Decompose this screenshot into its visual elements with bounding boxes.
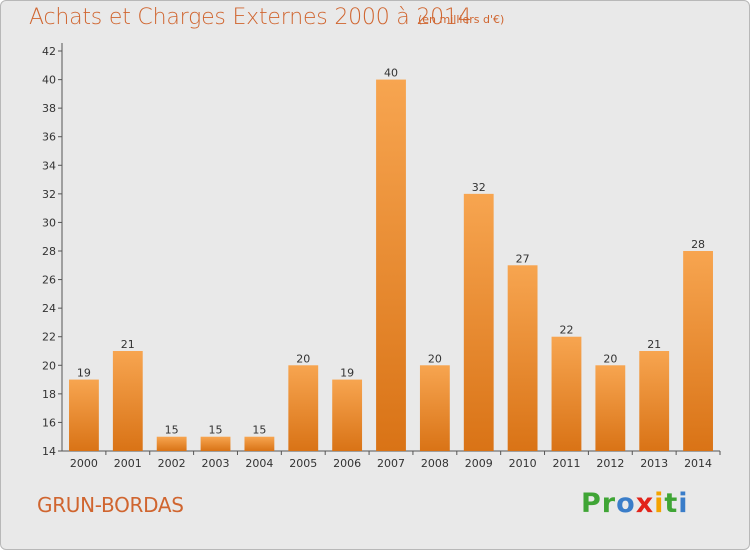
y-tick-label: 28: [42, 245, 56, 258]
value-label-2009: 32: [472, 181, 486, 194]
value-label-2006: 19: [340, 367, 354, 380]
value-label-2007: 40: [384, 67, 398, 80]
y-tick-label: 16: [42, 416, 56, 429]
chart-bars: [69, 79, 713, 452]
y-tick-label: 20: [42, 359, 56, 372]
x-tick-label-2005: 2005: [289, 457, 317, 470]
x-tick-label-2007: 2007: [377, 457, 405, 470]
value-label-2003: 15: [209, 424, 223, 437]
value-label-2002: 15: [165, 424, 179, 437]
proxiti-logo: Proxiti: [581, 488, 689, 519]
y-tick-label: 14: [42, 445, 56, 458]
x-tick-label-2011: 2011: [552, 457, 580, 470]
value-label-2005: 20: [296, 352, 310, 365]
x-tick-label-2009: 2009: [465, 457, 493, 470]
chart-axes: 14 16 18 20 22 24 26 28 30 32 34 36 38 40 42 2000 2001 20…: [42, 43, 721, 470]
chart-title: Achats et Charges Externes 2000 à 2014: [29, 5, 472, 30]
bar-2007: [376, 79, 406, 452]
bar-2006: [332, 379, 363, 451]
logo-letter: o: [616, 488, 636, 519]
y-tick-label: 42: [42, 45, 56, 58]
chart-value-labels: 19 21 15 15 15 20 19 40 20 32 27 22 20 21 28: [77, 67, 705, 437]
bar-2008: [419, 365, 450, 451]
bar-2005: [288, 365, 319, 451]
x-tick-label-2012: 2012: [596, 457, 624, 470]
logo-letter: t: [664, 488, 679, 519]
y-tick-label: 40: [42, 74, 56, 87]
bar-2013: [639, 351, 670, 451]
value-label-2001: 21: [121, 338, 135, 351]
value-label-2008: 20: [428, 352, 442, 365]
x-tick-label-2002: 2002: [158, 457, 186, 470]
x-tick-label-2004: 2004: [245, 457, 273, 470]
y-tick-label: 22: [42, 331, 56, 344]
logo-letter: r: [601, 488, 617, 519]
bar-2012: [595, 365, 626, 451]
y-tick-label: 32: [42, 188, 56, 201]
bar-2004: [244, 436, 275, 451]
x-tick-label-2010: 2010: [509, 457, 537, 470]
bar-2002: [156, 436, 187, 451]
value-label-2013: 21: [647, 338, 661, 351]
value-label-2010: 27: [516, 252, 530, 265]
x-tick-label-2014: 2014: [684, 457, 712, 470]
value-label-2012: 20: [603, 352, 617, 365]
x-tick-label-2003: 2003: [202, 457, 230, 470]
logo-letter: x: [635, 488, 655, 519]
value-label-2011: 22: [559, 324, 573, 337]
y-tick-label: 30: [42, 216, 56, 229]
chart-unit-label: (en milliers d'€): [418, 13, 505, 26]
bar-2009: [463, 193, 494, 451]
value-label-2014: 28: [691, 238, 705, 251]
y-tick-label: 18: [42, 388, 56, 401]
bar-2011: [551, 336, 582, 451]
y-tick-label: 38: [42, 102, 56, 115]
x-tick-label-2006: 2006: [333, 457, 361, 470]
y-tick-label: 26: [42, 274, 56, 287]
x-tick-label-2001: 2001: [114, 457, 142, 470]
y-tick-label: 24: [42, 302, 56, 315]
y-tick-label: 34: [42, 159, 56, 172]
value-label-2004: 15: [252, 424, 266, 437]
x-tick-label-2008: 2008: [421, 457, 449, 470]
x-tick-label-2013: 2013: [640, 457, 668, 470]
bar-2003: [200, 436, 231, 451]
logo-letter: i: [654, 488, 665, 519]
value-label-2000: 19: [77, 367, 91, 380]
x-tick-label-2000: 2000: [70, 457, 98, 470]
bar-2000: [69, 379, 99, 451]
logo-letter: P: [581, 488, 602, 519]
y-tick-label: 36: [42, 131, 56, 144]
bar-2014: [683, 251, 713, 451]
bar-2001: [112, 351, 143, 451]
bar-2010: [507, 265, 538, 451]
commune-name: GRUN-BORDAS: [37, 493, 184, 517]
logo-letter: i: [678, 488, 689, 519]
